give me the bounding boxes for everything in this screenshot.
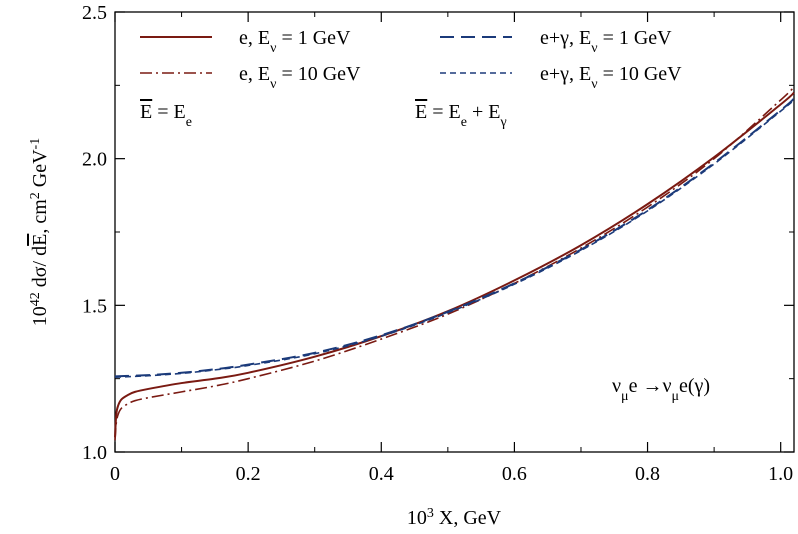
- reaction-mid: e →ν: [629, 375, 672, 397]
- series-line-3: [114, 99, 795, 378]
- y-tick-label: 1.0: [82, 442, 107, 464]
- reaction-mu: μ: [621, 389, 629, 404]
- reaction-mu2: μ: [671, 389, 679, 404]
- annot-ebar-e-lhs: E: [140, 101, 152, 123]
- y-tick-label: 1.5: [82, 295, 107, 317]
- x-tick-label: 1.0: [768, 463, 793, 485]
- series-line-1: [114, 86, 795, 441]
- legend-label-e-1gev: e, Eν = 1 GeV: [239, 27, 351, 56]
- x-label-sup: 3: [427, 506, 434, 521]
- y-label-ebar: E: [29, 234, 51, 246]
- annotation-ebar-eg: E = Ee + Eγ: [415, 101, 507, 130]
- annot-ebar-eg-sub1: e: [461, 115, 467, 130]
- x-tick-label: 0.8: [635, 463, 660, 485]
- reaction-end: e(γ): [679, 375, 710, 397]
- y-ticks: 1.0 1.5 2.0 2.5: [82, 2, 794, 464]
- y-label-sup: 42: [28, 292, 43, 306]
- annotation-ebar-e: E = Ee: [140, 101, 192, 130]
- annot-ebar-e-sub: e: [186, 115, 192, 130]
- annot-ebar-eg-lhs: E: [415, 101, 427, 123]
- x-label-base: 10: [407, 507, 427, 529]
- series-layer: [114, 86, 795, 441]
- y-label-sup3: -1: [28, 138, 43, 150]
- reaction-nu: ν: [612, 375, 621, 397]
- x-tick-label: 0: [110, 463, 120, 485]
- x-tick-label: 0.6: [502, 463, 527, 485]
- legend-label-eg-10gev: e+γ, Eν = 10 GeV: [540, 63, 682, 92]
- series-line-0: [114, 91, 795, 438]
- x-ticks: 0 0.2 0.4 0.6 0.8 1.0: [110, 12, 793, 485]
- series-line-2: [114, 97, 795, 378]
- x-tick-label: 0.2: [236, 463, 261, 485]
- annot-ebar-eg-plus: + E: [467, 101, 501, 123]
- y-tick-label: 2.5: [82, 2, 107, 24]
- legend: e, Eν = 1 GeV e, Eν = 10 GeV e+γ, Eν = 1…: [140, 27, 682, 92]
- x-axis-label: 103 X, GeV: [407, 506, 502, 530]
- y-tick-label: 2.0: [82, 149, 107, 171]
- annotation-reaction: νμe →νμe(γ): [612, 375, 710, 404]
- x-tick-label: 0.4: [369, 463, 394, 485]
- x-label-rest: X, GeV: [434, 507, 502, 529]
- annot-ebar-eg-sub2: γ: [499, 115, 506, 130]
- annot-ebar-eg-eq: = E: [427, 101, 461, 123]
- y-axis-label: 1042 dσ/ dE, cm2 GeV-1: [28, 138, 52, 326]
- y-label-gev: GeV: [29, 149, 51, 192]
- legend-label-e-10gev: e, Eν = 10 GeV: [239, 63, 361, 92]
- y-label-dsigma: dσ/ d: [29, 246, 51, 292]
- y-label-pre: 10: [29, 306, 51, 326]
- annot-ebar-e-eq: = E: [152, 101, 186, 123]
- legend-label-eg-1gev: e+γ, Eν = 1 GeV: [540, 27, 672, 56]
- y-label-sup2: 2: [28, 192, 43, 199]
- y-label-cm: , cm: [29, 199, 51, 234]
